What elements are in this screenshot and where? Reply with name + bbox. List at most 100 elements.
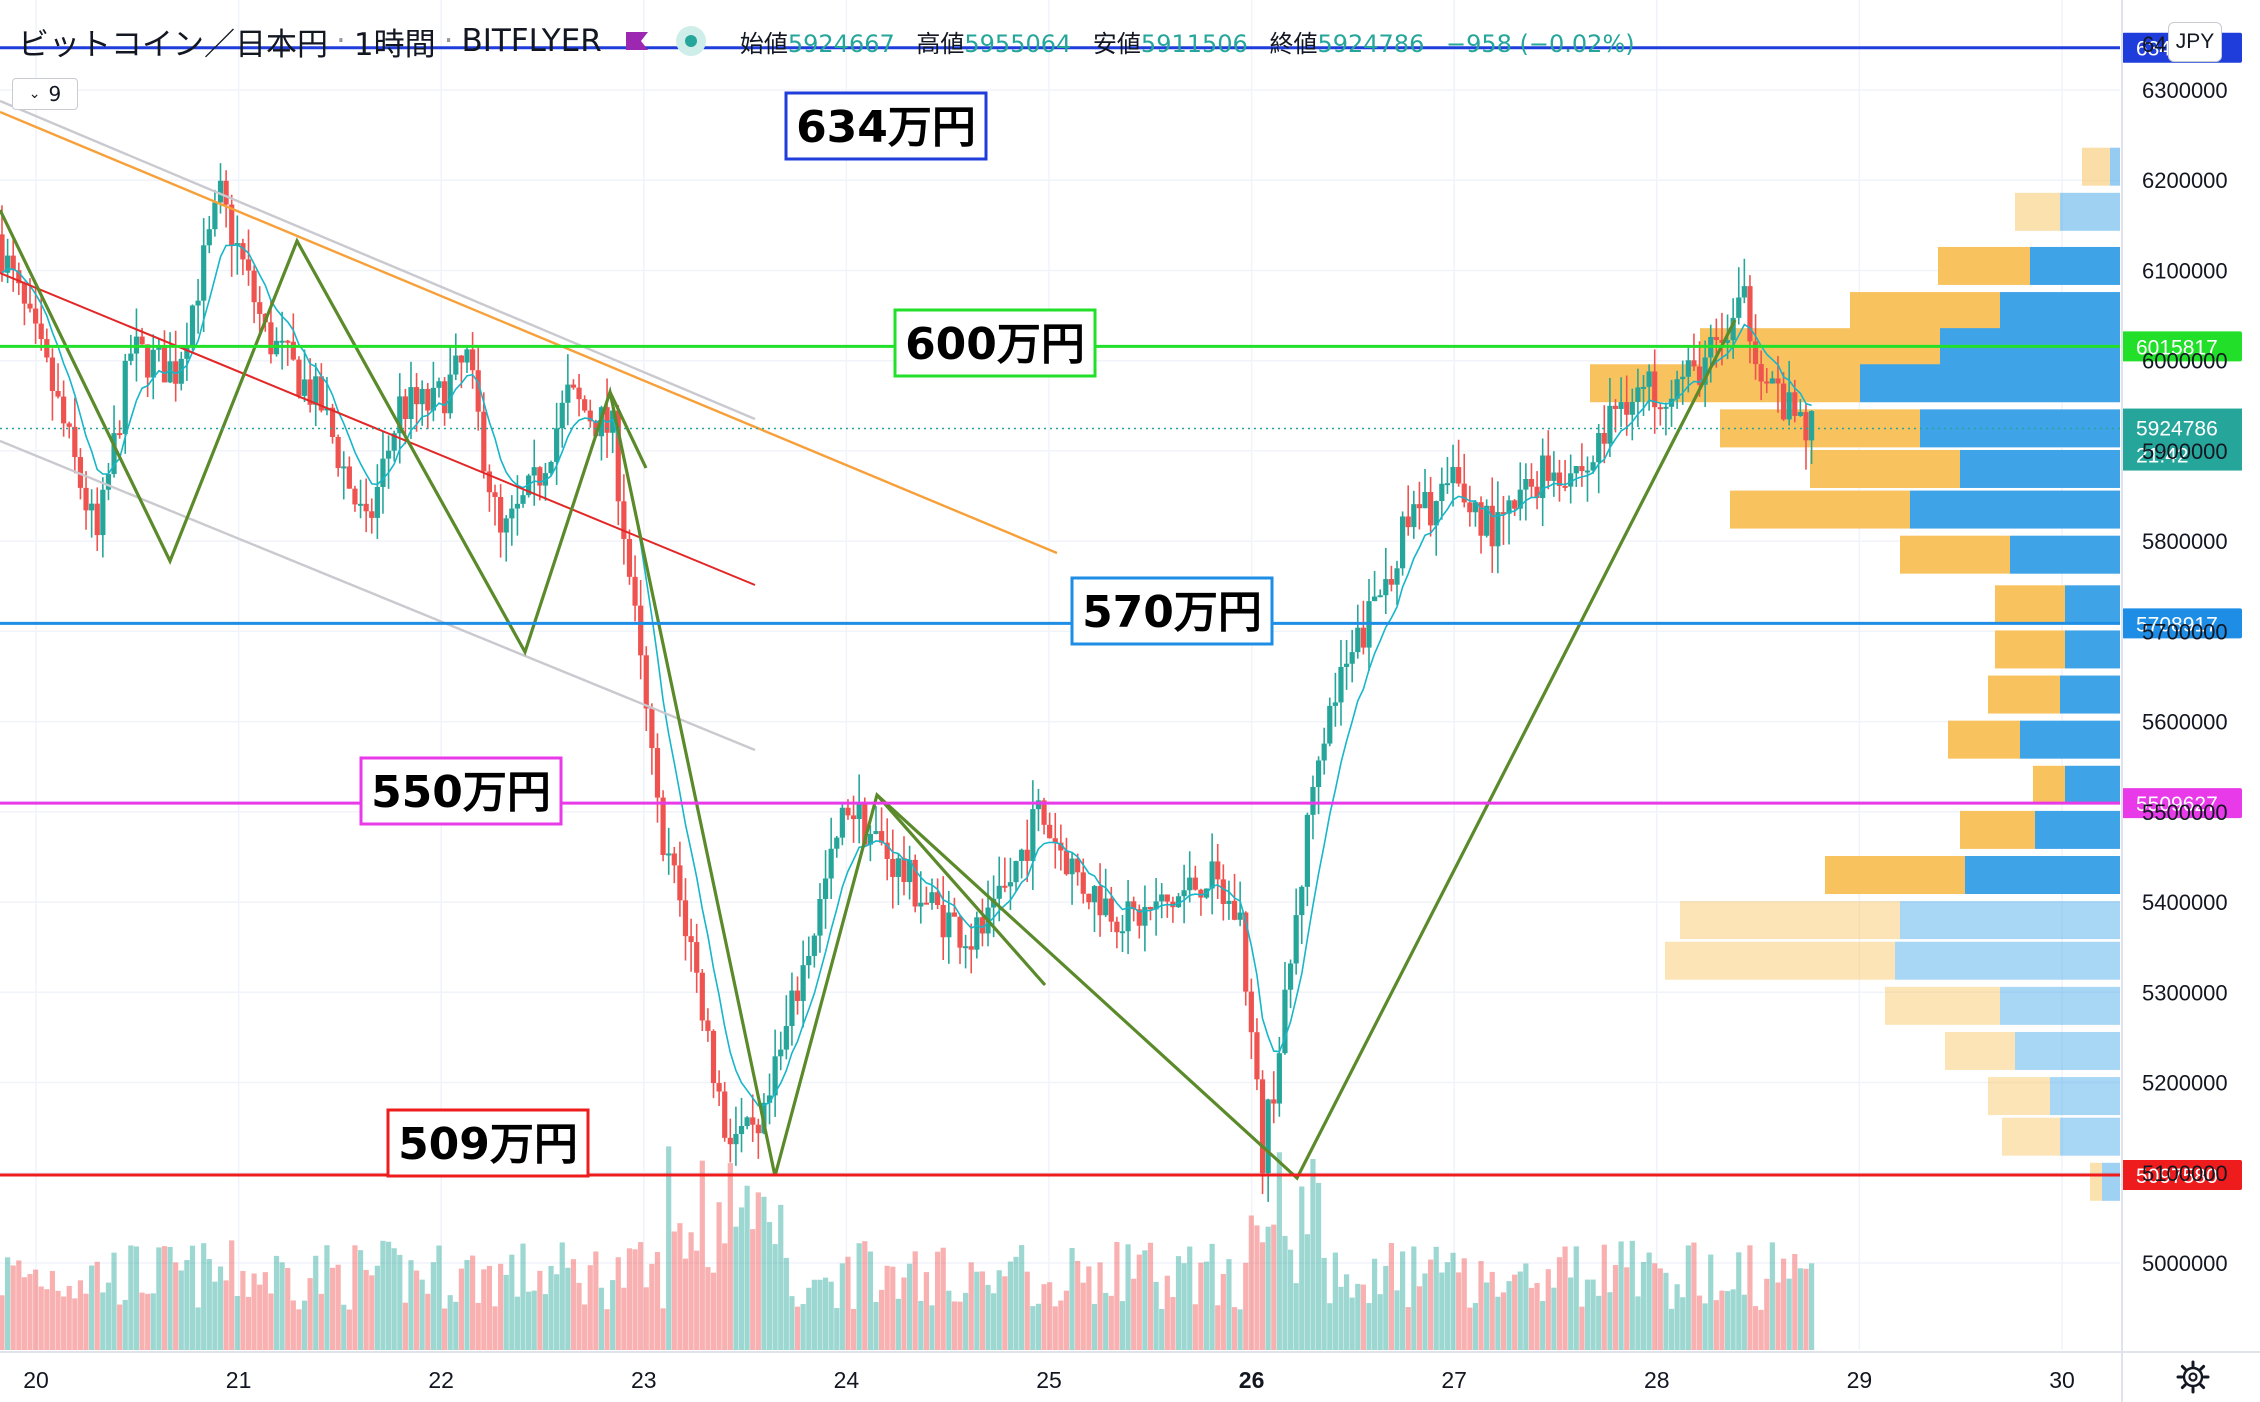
high-label: 高値	[916, 29, 965, 58]
volume-profile-up	[2090, 1162, 2102, 1201]
candle-body	[1259, 1079, 1266, 1174]
candle-body	[828, 848, 834, 879]
candle-body	[1680, 376, 1686, 380]
price-tag	[2122, 331, 2242, 362]
volume-bar	[1075, 1260, 1081, 1350]
candle-body	[626, 538, 633, 577]
candle-body	[1052, 838, 1058, 843]
volume-bar	[1069, 1247, 1075, 1350]
level-label-text: 570万円	[1082, 587, 1262, 638]
volume-bar	[1276, 1152, 1282, 1350]
candle-body	[951, 912, 958, 917]
volume-bar	[341, 1304, 347, 1350]
candle-body	[301, 379, 308, 396]
candle-body	[453, 355, 459, 375]
candle-body	[1377, 595, 1383, 598]
volume-bar	[1444, 1262, 1451, 1350]
candle-body	[1383, 579, 1389, 596]
volume-bar	[363, 1269, 369, 1350]
trendline-gray-lower	[0, 439, 756, 752]
volume-bar	[559, 1242, 565, 1350]
candle-body	[464, 349, 470, 363]
symbol-name[interactable]: ビットコイン／日本円	[18, 26, 328, 63]
candle-body	[184, 347, 190, 359]
volume-bar	[223, 1280, 229, 1350]
volume-bar	[1741, 1294, 1747, 1350]
volume-bar	[72, 1298, 78, 1350]
volume-bar	[946, 1290, 952, 1350]
candle-body	[1517, 489, 1523, 509]
volume-bar	[413, 1270, 420, 1350]
volume-bar	[184, 1260, 190, 1350]
volume-bar	[1338, 1286, 1344, 1350]
candle-body	[1439, 483, 1445, 502]
candle-body	[1747, 286, 1753, 342]
volume-bar	[1691, 1242, 1697, 1350]
candle-body	[1528, 478, 1535, 487]
volume-bar	[1198, 1262, 1204, 1350]
zigzag-pattern	[875, 793, 1047, 987]
volume-bar	[1439, 1272, 1445, 1350]
volume-bar	[66, 1285, 72, 1350]
candle-body	[850, 815, 857, 820]
volume-bar	[139, 1292, 145, 1350]
time-tick: 25	[1036, 1367, 1062, 1393]
candle-body	[201, 245, 207, 301]
countdown-text: 21:42	[2136, 445, 2189, 468]
candle-body	[346, 466, 352, 489]
candle-body	[1175, 896, 1182, 908]
candle-body	[408, 387, 414, 420]
candle-body	[229, 204, 235, 246]
candle-body	[968, 946, 974, 950]
currency-button[interactable]: JPY	[2168, 22, 2222, 62]
price-tick: 5200000	[2142, 1071, 2228, 1096]
candle-body	[694, 942, 700, 973]
volume-bar	[828, 1281, 834, 1350]
candle-body	[5, 255, 11, 273]
candle-body	[699, 972, 705, 1021]
level-label-box	[893, 308, 1097, 378]
interval-label[interactable]: 1時間	[353, 26, 436, 63]
volume-bar	[727, 1163, 733, 1350]
volume-bar	[307, 1278, 313, 1350]
volume-bar	[1747, 1245, 1753, 1350]
volume-bar	[570, 1259, 577, 1350]
candle-body	[1797, 412, 1803, 416]
candle-body	[77, 457, 84, 488]
candle-body	[929, 892, 935, 904]
candle-body	[1635, 387, 1641, 402]
candle-body	[789, 990, 795, 1027]
volume-bar	[1041, 1284, 1047, 1350]
price-tick: 6000000	[2142, 349, 2228, 374]
volume-bar	[498, 1263, 504, 1350]
volume-bar	[1355, 1283, 1361, 1350]
level-label-text: 600万円	[905, 319, 1085, 370]
volume-bar	[1220, 1274, 1226, 1350]
candle-body	[1764, 381, 1770, 384]
candle-body	[1276, 1053, 1282, 1104]
volume-bar	[33, 1269, 39, 1350]
candle-body	[374, 486, 380, 518]
candle-body	[486, 471, 493, 493]
market-status-icon[interactable]	[675, 26, 706, 56]
flag-icon[interactable]	[624, 30, 650, 52]
candle-body	[313, 376, 319, 405]
indicator-toggle[interactable]: ⌄ 9	[12, 78, 78, 110]
volume-bar	[1203, 1261, 1210, 1350]
volume-bar	[1159, 1308, 1165, 1350]
volume-bar	[671, 1231, 677, 1350]
gear-icon[interactable]	[2176, 1360, 2210, 1394]
volume-profile-down	[2102, 1162, 2120, 1201]
candle-body	[503, 518, 509, 533]
volume-bar	[822, 1277, 829, 1350]
volume-bar	[940, 1247, 946, 1350]
volume-bar	[1545, 1269, 1551, 1350]
volume-bar	[654, 1251, 661, 1350]
zigzag-pattern	[608, 391, 648, 469]
volume-bar	[1400, 1251, 1406, 1350]
volume-bar	[1551, 1287, 1557, 1350]
level-label-box	[784, 91, 988, 161]
candle-body	[89, 503, 95, 511]
volume-bar	[1136, 1254, 1142, 1350]
